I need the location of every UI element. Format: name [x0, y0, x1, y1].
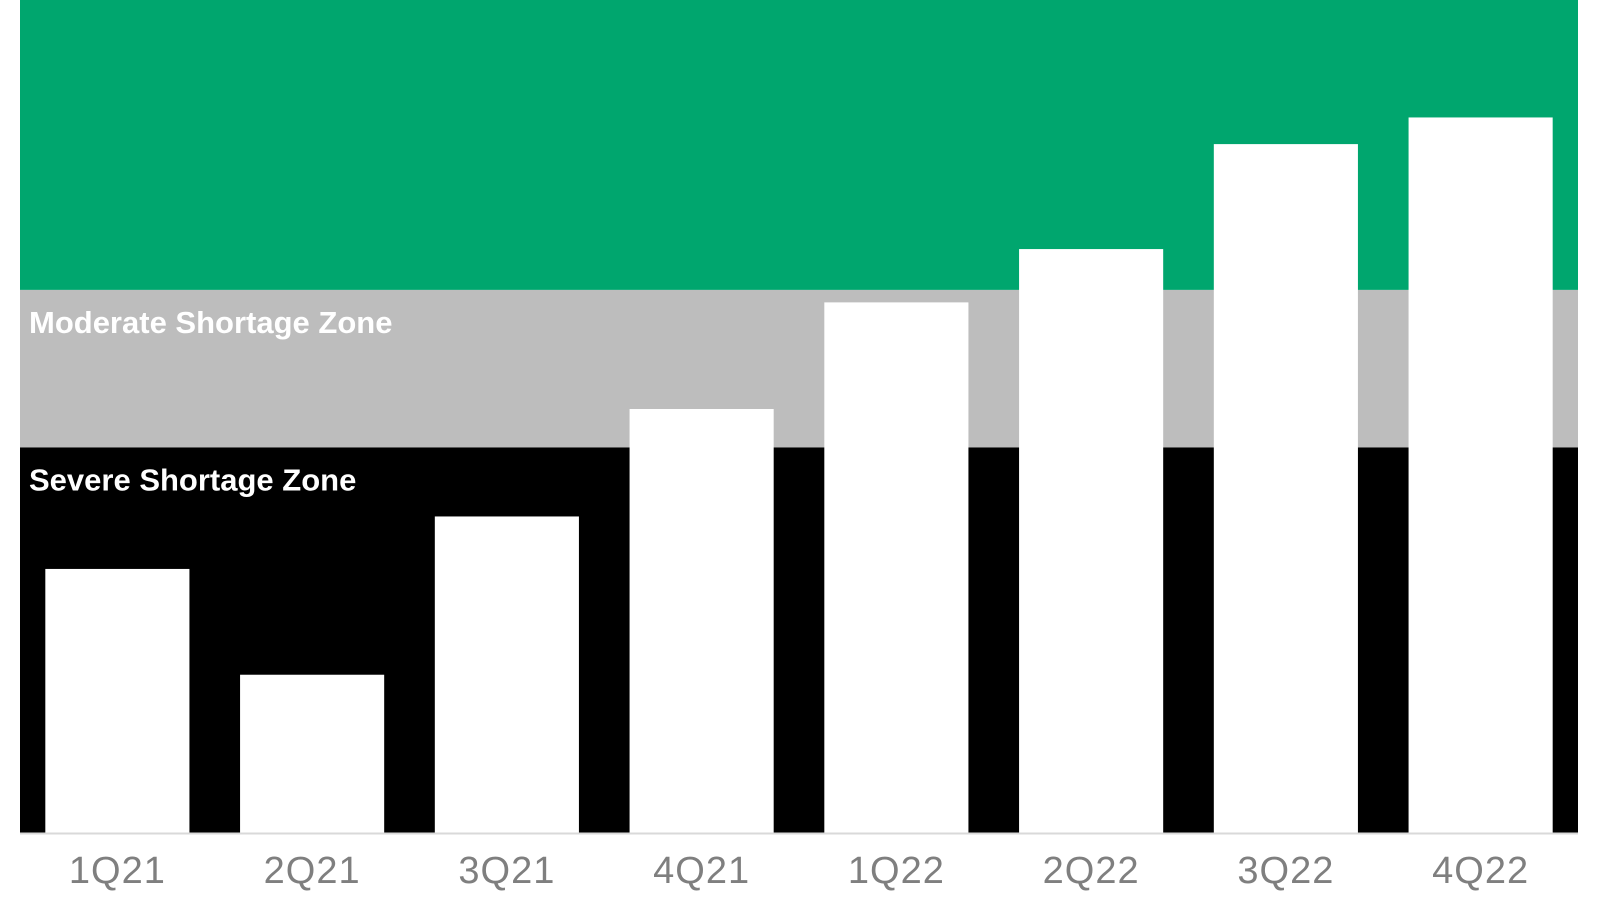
- bar: [1019, 249, 1164, 833]
- x-tick-label: 3Q21: [458, 850, 555, 892]
- x-tick-label: 4Q21: [653, 850, 750, 892]
- x-tick-label: 1Q22: [848, 850, 945, 892]
- x-tick-label: 3Q22: [1237, 850, 1334, 892]
- bar: [1408, 117, 1553, 833]
- bar: [629, 409, 774, 833]
- x-tick-label: 4Q22: [1432, 850, 1529, 892]
- x-tick-label: 1Q21: [69, 850, 166, 892]
- zone-label: Moderate Shortage Zone: [29, 305, 392, 340]
- zone-label: Severe Shortage Zone: [29, 463, 356, 498]
- x-tick-label: 2Q21: [264, 850, 361, 892]
- bar: [824, 302, 969, 833]
- x-tick-label: 2Q22: [1043, 850, 1140, 892]
- bar: [1213, 144, 1358, 833]
- bar: [434, 516, 579, 833]
- bar: [240, 674, 385, 833]
- bar: [45, 568, 190, 833]
